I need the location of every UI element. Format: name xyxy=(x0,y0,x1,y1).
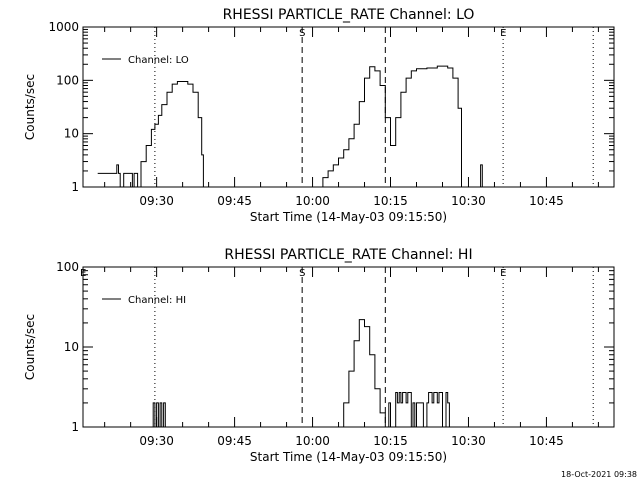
x-axis-label: Start Time (14-May-03 09:15:50) xyxy=(250,450,447,464)
x-tick-label: 10:30 xyxy=(451,434,486,448)
x-tick-label: 10:45 xyxy=(529,434,564,448)
y-tick-label: 100 xyxy=(56,73,79,87)
hi-channel-panel: RHESSI PARTICLE_RATE Channel: HI Start Ti… xyxy=(23,247,615,464)
y-tick-label: 1 xyxy=(71,420,79,434)
x-tick-label: 09:30 xyxy=(139,434,174,448)
x-tick-label: 09:45 xyxy=(217,434,252,448)
y-tick-label: 1000 xyxy=(48,20,79,34)
chart-title: RHESSI PARTICLE_RATE Channel: LO xyxy=(223,7,475,23)
series-line xyxy=(151,319,450,428)
marker-label: E xyxy=(80,268,86,279)
y-tick-label: 100 xyxy=(56,260,79,274)
y-tick-label: 1 xyxy=(71,180,79,194)
marker-label: E xyxy=(500,268,506,279)
marker-label: E xyxy=(500,28,506,39)
x-tick-label: 09:30 xyxy=(139,194,174,208)
x-tick-label: 10:15 xyxy=(373,434,408,448)
y-axis-label: Counts/sec xyxy=(23,314,37,380)
plot-frame xyxy=(82,26,615,188)
y-tick-label: 10 xyxy=(64,340,79,354)
x-tick-label: 10:00 xyxy=(295,194,330,208)
legend-label: Channel: LO xyxy=(128,55,189,66)
marker-label: S xyxy=(299,28,305,39)
marker-label: S xyxy=(299,268,305,279)
x-tick-label: 10:45 xyxy=(529,194,564,208)
plot-timestamp: 18-Oct-2021 09:38 xyxy=(561,470,637,479)
lo-channel-panel: RHESSI PARTICLE_RATE Channel: LO Start Ti… xyxy=(23,7,615,224)
x-axis-label: Start Time (14-May-03 09:15:50) xyxy=(250,210,447,224)
y-tick-label: 10 xyxy=(64,127,79,141)
x-tick-label: 09:45 xyxy=(217,194,252,208)
series-line xyxy=(97,65,483,188)
y-axis-label: Counts/sec xyxy=(23,74,37,140)
legend-label: Channel: HI xyxy=(128,295,186,306)
chart-title: RHESSI PARTICLE_RATE Channel: HI xyxy=(224,247,472,263)
x-tick-label: 10:00 xyxy=(295,434,330,448)
x-tick-label: 10:15 xyxy=(373,194,408,208)
x-tick-label: 10:30 xyxy=(451,194,486,208)
